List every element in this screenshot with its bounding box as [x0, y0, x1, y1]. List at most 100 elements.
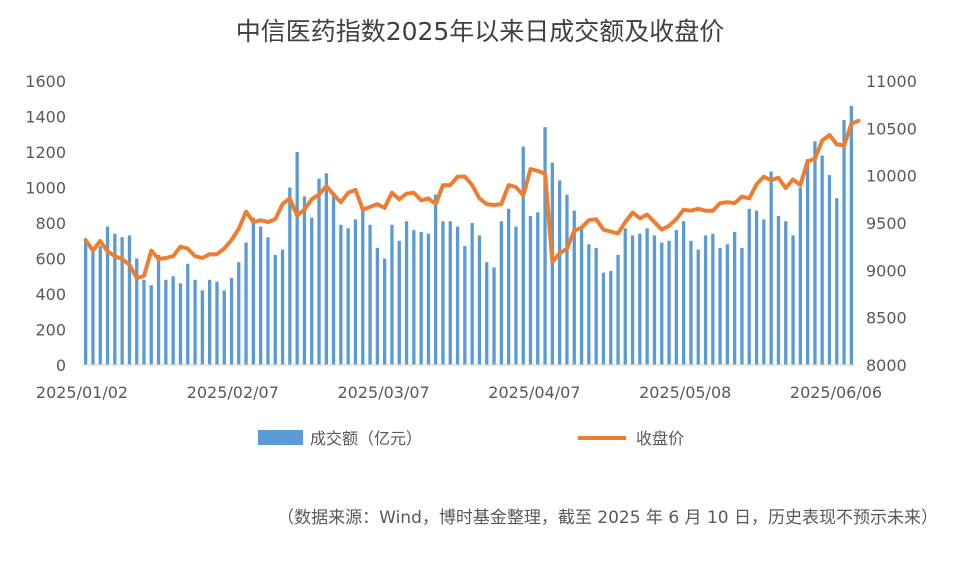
volume-bars [84, 105, 853, 366]
volume-bar [91, 247, 95, 365]
volume-bar [660, 242, 664, 365]
legend-swatch-bars [258, 430, 303, 445]
volume-bar [127, 235, 132, 365]
volume-bar [404, 221, 409, 365]
volume-bar [200, 290, 204, 365]
volume-bar [361, 210, 365, 365]
volume-bar [142, 279, 146, 365]
volume-bar [84, 240, 88, 366]
volume-bar [674, 230, 678, 365]
volume-bar [798, 187, 802, 365]
right-axis-tick: 8000 [866, 356, 907, 375]
volume-bar [827, 175, 832, 365]
volume-bar [528, 215, 533, 365]
volume-bar [208, 279, 212, 365]
volume-bar [725, 244, 729, 365]
volume-bar [266, 237, 270, 365]
left-axis-tick: 0 [56, 356, 66, 375]
left-axis-tick: 600 [35, 250, 66, 269]
left-axis-tick: 1400 [25, 108, 66, 127]
volume-bar [215, 281, 219, 365]
volume-bar [280, 249, 285, 365]
volume-bar [747, 208, 751, 365]
volume-bar [849, 105, 853, 366]
volume-bar [156, 254, 161, 365]
right-axis-tick: 9000 [866, 261, 907, 280]
volume-bar [120, 237, 124, 365]
volume-bar [149, 285, 153, 365]
left-axis-tick: 1000 [25, 179, 66, 198]
volume-bar [273, 254, 277, 365]
right-axis-ticks: 8000 8500 9000 9500 10000 10500 11000 [866, 72, 917, 375]
volume-bar [339, 224, 343, 365]
volume-bar [448, 221, 452, 365]
volume-bar [346, 228, 350, 365]
volume-bar [288, 187, 292, 365]
volume-bar [543, 127, 547, 365]
volume-bar [324, 173, 328, 365]
chart-title: 中信医药指数2025年以来日成交额及收盘价 [235, 17, 725, 46]
volume-bar [412, 230, 416, 365]
volume-bar [113, 233, 117, 365]
volume-bar [237, 262, 241, 365]
x-axis-tick: 2025/02/07 [187, 383, 279, 402]
volume-bar [776, 215, 781, 365]
volume-bar [434, 194, 438, 365]
volume-bar [762, 219, 766, 365]
volume-bar [164, 279, 168, 365]
volume-bar [514, 226, 518, 365]
volume-bar [98, 246, 102, 365]
volume-bar [791, 235, 795, 365]
volume-bar [601, 272, 606, 365]
volume-bar [594, 247, 598, 365]
volume-bar [784, 221, 788, 365]
volume-bar [310, 217, 314, 365]
volume-bar [718, 247, 722, 365]
volume-bar [689, 240, 693, 366]
volume-bar [135, 258, 139, 365]
volume-bar [317, 178, 321, 365]
volume-bar [609, 270, 613, 365]
volume-bar [682, 221, 686, 365]
volume-bar [186, 263, 190, 365]
volume-bar [295, 152, 299, 365]
legend: 成交额（亿元） 收盘价 [258, 429, 684, 448]
volume-bar [441, 221, 445, 365]
volume-bar [390, 224, 394, 365]
price-line [83, 118, 861, 280]
volume-bar [222, 290, 226, 365]
left-axis-tick: 1600 [25, 72, 66, 91]
right-axis-tick: 11000 [866, 72, 917, 91]
volume-bar [383, 258, 387, 365]
volume-bar [579, 226, 584, 365]
x-axis-tick: 2025/04/07 [488, 383, 580, 402]
x-axis-tick: 2025/06/06 [790, 383, 882, 402]
legend-label-bars: 成交额（亿元） [310, 429, 422, 448]
volume-bar [667, 240, 671, 366]
volume-bar [769, 171, 773, 365]
volume-bar [703, 235, 708, 365]
volume-bar [652, 235, 657, 365]
volume-bar [463, 246, 467, 365]
volume-bar [536, 212, 540, 365]
left-axis-tick: 1200 [25, 143, 66, 162]
volume-bar [616, 254, 620, 365]
right-axis-tick: 10000 [866, 167, 917, 186]
volume-bar [630, 235, 635, 365]
left-axis-tick: 800 [35, 214, 66, 233]
volume-bar [754, 210, 759, 365]
volume-bar [470, 223, 474, 365]
volume-bar [711, 233, 715, 365]
volume-bar [397, 240, 401, 366]
left-axis-tick: 400 [35, 285, 66, 304]
volume-bar [696, 249, 700, 365]
volume-bar [251, 217, 255, 365]
source-note: （数据来源：Wind，博时基金整理，截至 2025 年 6 月 10 日，历史表… [277, 508, 938, 528]
right-axis-tick: 9500 [866, 214, 907, 233]
volume-bar [507, 208, 511, 365]
volume-bar [302, 196, 307, 365]
volume-bar [645, 228, 649, 365]
volume-bar [368, 224, 372, 365]
volume-bar [813, 141, 817, 365]
left-axis-tick: 200 [35, 321, 66, 340]
